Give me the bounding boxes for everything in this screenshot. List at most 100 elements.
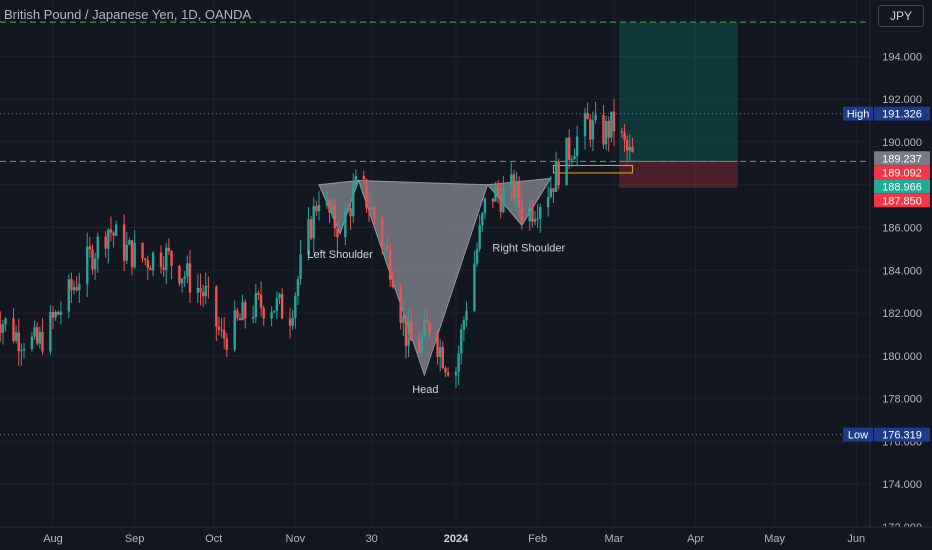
candle: [436, 328, 439, 365]
candle: [104, 231, 107, 258]
candle: [386, 237, 389, 251]
candle: [510, 162, 513, 202]
candle: [67, 274, 71, 319]
price-badge-value: 189.092: [882, 167, 922, 179]
head-shape: [357, 179, 489, 377]
price-badges: High 191.326 189.237 189.092 188.966 187.850 L…: [843, 106, 930, 442]
candle: [296, 275, 300, 305]
y-tick-label: 190.000: [882, 137, 922, 149]
candle: [49, 304, 52, 356]
candle: [159, 245, 163, 274]
candle: [381, 214, 384, 255]
candle: [183, 270, 186, 287]
y-tick-label: 178.000: [882, 394, 922, 406]
candle: [549, 175, 552, 199]
candle: [196, 274, 200, 304]
candle: [391, 270, 394, 289]
candle: [631, 138, 634, 153]
candle: [425, 308, 429, 324]
candle: [130, 239, 134, 276]
candle: [325, 189, 329, 210]
candle: [30, 332, 34, 352]
candle: [604, 115, 608, 151]
candle: [215, 285, 218, 342]
candle: [12, 308, 15, 344]
candle: [570, 155, 574, 167]
candle: [233, 300, 236, 353]
candle: [317, 191, 321, 221]
x-tick-label: Aug: [43, 533, 63, 545]
candle: [478, 215, 481, 253]
candle: [38, 326, 42, 349]
candle: [583, 108, 587, 150]
price-badge: Low 176.319: [843, 427, 930, 442]
candle: [591, 111, 595, 152]
candle: [575, 125, 579, 167]
candle: [515, 171, 518, 212]
candle: [275, 291, 279, 320]
candle: [109, 216, 113, 242]
candle: [54, 309, 57, 321]
candle: [220, 318, 223, 338]
candle: [251, 305, 255, 324]
candle: [88, 236, 92, 258]
candle: [199, 273, 202, 306]
candle: [512, 169, 516, 205]
candle: [444, 365, 447, 378]
candle: [162, 256, 165, 277]
currency-button[interactable]: JPY: [878, 5, 924, 27]
candle: [365, 178, 368, 213]
candle: [517, 176, 521, 218]
candle: [333, 196, 337, 237]
price-badge: 189.092: [874, 165, 930, 180]
y-tick-label: 192.000: [882, 94, 922, 106]
pattern-labels: Left Shoulder Head Right Shoulder: [307, 242, 565, 396]
price-badge: 187.850: [874, 193, 930, 208]
candle: [344, 203, 347, 246]
candle: [346, 202, 350, 213]
candle: [259, 281, 263, 317]
candle: [475, 242, 479, 267]
candle: [96, 232, 99, 273]
candle: [438, 338, 442, 372]
pattern-label: Left Shoulder: [307, 249, 373, 261]
candle: [57, 310, 60, 316]
candle: [552, 188, 555, 204]
candle: [143, 257, 147, 266]
candle: [262, 305, 265, 326]
candle: [78, 272, 81, 303]
candle: [473, 250, 476, 313]
candle: [33, 320, 36, 341]
candle: [610, 111, 613, 143]
candle: [204, 272, 207, 305]
candle: [41, 317, 44, 356]
candle: [238, 313, 242, 321]
candle: [557, 158, 560, 190]
candle: [291, 309, 294, 331]
candle: [336, 222, 339, 250]
position-zones: [552, 22, 738, 188]
candle: [589, 114, 592, 148]
candle: [0, 311, 2, 342]
candle: [86, 232, 89, 298]
candle: [244, 299, 247, 329]
price-badge-value: 176.319: [882, 430, 922, 442]
candle: [568, 129, 571, 169]
y-tick-label: 180.000: [882, 351, 922, 363]
candle: [167, 238, 171, 256]
candle: [409, 308, 413, 341]
symbol-title: British Pound / Japanese Yen, 1D, OANDA: [4, 7, 252, 22]
candle: [328, 198, 331, 224]
y-tick-label: 184.000: [882, 265, 922, 277]
candle: [273, 310, 276, 314]
x-tick-label: Oct: [205, 533, 222, 545]
candle: [528, 202, 531, 231]
candle: [146, 255, 150, 280]
x-tick-label: 30: [366, 533, 378, 545]
candle: [491, 198, 495, 209]
candle: [594, 101, 597, 124]
candle: [462, 316, 466, 342]
candle: [180, 278, 184, 293]
candle: [72, 280, 76, 295]
